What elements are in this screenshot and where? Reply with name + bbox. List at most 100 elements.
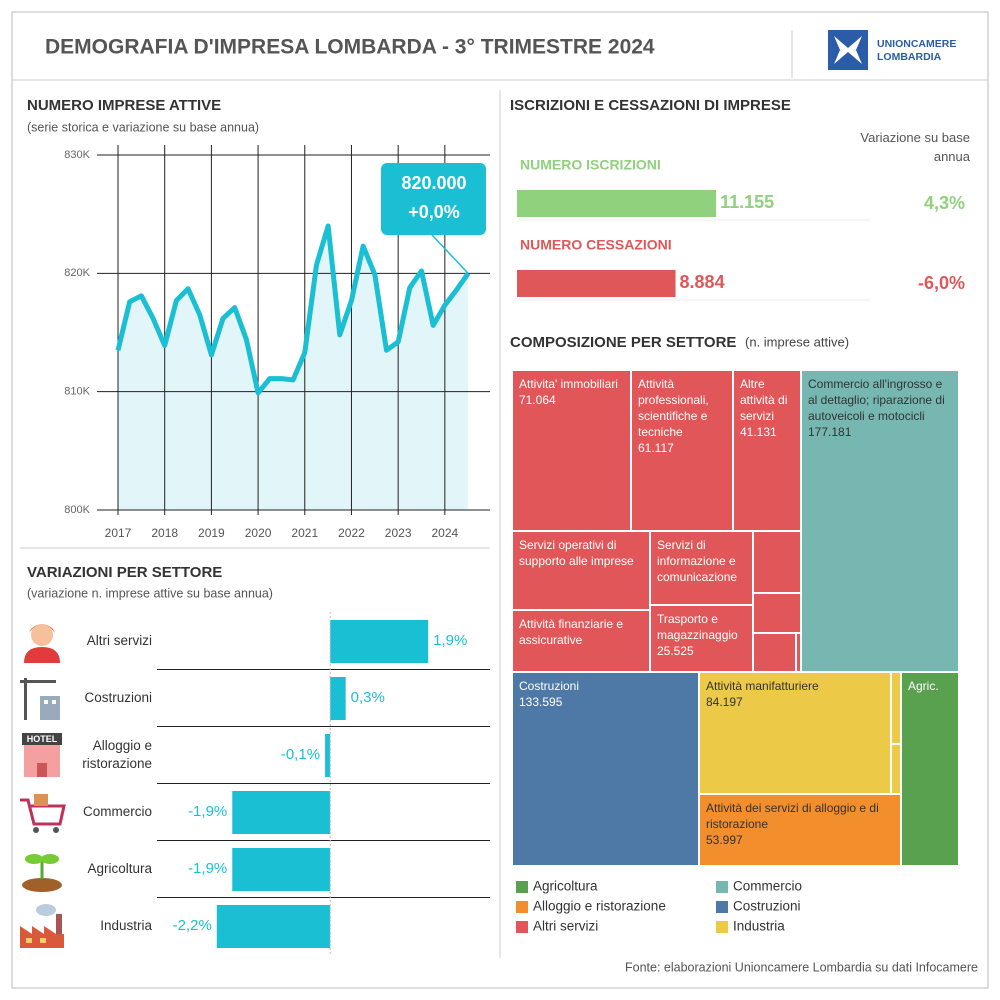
treemap-label-box: Attività manifatturiere 84.197 — [701, 674, 887, 714]
kpi-label: NUMERO CESSAZIONI — [520, 237, 672, 253]
treemap-label-box: Altre attività di servizi 41.131 — [735, 372, 797, 444]
treemap-cell — [511, 671, 700, 867]
category-label-box: Altri servizi — [60, 621, 152, 661]
category-label: Agricoltura — [87, 861, 152, 876]
legend-label: Altri servizi — [533, 919, 598, 934]
treemap-value: 133.595 — [519, 695, 563, 709]
treemap-cell — [698, 671, 892, 795]
category-text: Industria — [100, 918, 152, 933]
bar — [216, 905, 331, 948]
y-tick-label: 830K — [64, 149, 90, 161]
treemap-value: 53.997 — [706, 833, 743, 847]
treemap-value: 84.197 — [706, 695, 743, 709]
value-label: 1,9% — [433, 632, 467, 649]
sector-icon — [24, 624, 60, 663]
treemap-label: Attività dei servizi di alloggio e di ri… — [706, 801, 879, 847]
sector-icon — [20, 904, 64, 948]
treemap-cell — [511, 530, 651, 611]
icon-part — [40, 938, 46, 943]
x-tick-label: 2023 — [385, 526, 412, 540]
treemap-cell — [752, 592, 802, 634]
x-tick-label: 2024 — [431, 526, 458, 540]
icon-part — [37, 763, 47, 777]
legend-swatch — [516, 921, 528, 933]
chart-title: ISCRIZIONI E CESSAZIONI DI IMPRESE — [510, 97, 791, 114]
treemap-label: Attività finanziarie e assicurative — [519, 617, 623, 647]
kpi-change: 4,3% — [924, 193, 965, 213]
treemap-value: 25.525 — [657, 644, 694, 658]
category-text: Alloggio e ristorazione — [82, 738, 152, 771]
page-title: DEMOGRAFIA D'IMPRESA LOMBARDA - 3° TRIME… — [45, 36, 655, 59]
icon-part — [36, 904, 56, 916]
bar — [325, 734, 331, 777]
value-label: -0,1% — [281, 746, 320, 763]
icon-part — [34, 794, 48, 806]
value-label: -1,9% — [188, 803, 227, 820]
icon-part — [44, 700, 48, 704]
treemap-cell — [900, 671, 960, 867]
category-text: Agricoltura — [87, 861, 152, 876]
x-tick-label: 2018 — [151, 526, 178, 540]
value-label: -2,2% — [173, 917, 212, 934]
kpi-value: 8.884 — [680, 272, 725, 292]
kpi-bar — [517, 270, 676, 297]
category-label: Costruzioni — [84, 690, 152, 705]
treemap-name: Servizi di informazione e comunicazione — [657, 538, 738, 584]
sector-icon — [20, 678, 60, 720]
callout-pointer — [431, 234, 469, 274]
chart-title: NUMERO IMPRESE ATTIVE — [27, 97, 221, 114]
legend-label: Industria — [733, 919, 785, 934]
treemap-label: Costruzioni 133.595 — [514, 674, 695, 714]
kpi-value: 11.155 — [720, 192, 774, 212]
treemap-name: Attività professionali, scientifiche e t… — [638, 377, 709, 439]
logo-text: LOMBARDIA — [877, 51, 942, 63]
kpi-bar — [517, 190, 717, 217]
treemap-cell — [630, 369, 734, 532]
legend-swatch — [716, 901, 728, 913]
treemap-label: Attivita' immobiliari 71.064 — [519, 377, 618, 407]
x-tick-label: 2021 — [291, 526, 318, 540]
category-label-box: Commercio — [60, 792, 152, 832]
legend-swatch — [516, 901, 528, 913]
treemap-label-box: Servizi di informazione e comunicazione — [652, 533, 749, 589]
treemap-label: Servizi di informazione e comunicazione — [652, 533, 749, 589]
sector-icon: HOTEL — [22, 733, 62, 777]
treemap-value: 177.181 — [808, 425, 852, 439]
treemap-cell — [649, 530, 754, 606]
treemap-name: Costruzioni — [519, 679, 580, 693]
treemap-label-box: Costruzioni 133.595 — [514, 674, 695, 714]
bar — [330, 620, 429, 663]
category-text: Costruzioni — [84, 690, 152, 705]
treemap-label: Trasporto e magazzinaggio 25.525 — [652, 607, 749, 663]
legend-label: Alloggio e ristorazione — [533, 899, 666, 914]
category-label: Industria — [100, 918, 152, 933]
category-label: Commercio — [60, 792, 152, 832]
treemap-name: Altre attività di servizi — [740, 377, 788, 423]
icon-part — [52, 700, 56, 704]
icon-part — [25, 854, 43, 864]
icon-part — [41, 854, 59, 864]
category-label: Altri servizi — [60, 621, 152, 661]
treemap-name: Attività manifatturiere — [706, 679, 819, 693]
category-label: Alloggio e ristorazione — [82, 738, 152, 771]
area — [118, 226, 469, 510]
icon-part — [31, 624, 53, 646]
chart-subtitle: (serie storica e variazione su base annu… — [27, 120, 259, 134]
legend-label: Commercio — [733, 879, 802, 894]
icon-part — [24, 678, 27, 720]
y-tick-label: 810K — [64, 386, 90, 398]
legend-swatch — [716, 921, 728, 933]
icon-part — [20, 798, 66, 826]
treemap-value: 41.131 — [740, 425, 777, 439]
treemap-label-box: Commercio all'ingrosso e al dettaglio; r… — [803, 372, 955, 444]
icon-part — [24, 647, 60, 663]
treemap-label-box: Trasporto e magazzinaggio 25.525 — [652, 607, 749, 663]
legend-swatch — [516, 881, 528, 893]
kpi-label: NUMERO ISCRIZIONI — [520, 157, 661, 173]
sector-icon — [22, 854, 62, 892]
treemap-name: Commercio all'ingrosso e al dettaglio; r… — [808, 377, 945, 423]
callout-text: +0,0% — [408, 202, 460, 222]
category-text: Commercio — [82, 804, 152, 819]
treemap-cell — [698, 793, 902, 867]
